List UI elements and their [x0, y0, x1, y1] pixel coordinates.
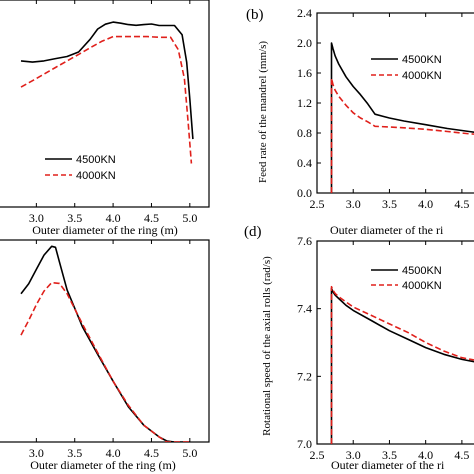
x-tick-label: 3.5: [382, 448, 397, 462]
series-line-a-4500kn: [20, 21, 194, 140]
legend-a-label-4000: 4000KN: [76, 170, 116, 182]
panel-a-legend: 4500KN 4000KN: [45, 154, 116, 182]
x-tick-label: 4.5: [454, 197, 469, 211]
x-tick-label: 2.5: [310, 448, 325, 462]
x-tick-label: 3.5: [67, 446, 82, 460]
series-line-b-4000kn: [330, 77, 474, 193]
x-tick-label: 4.5: [144, 211, 159, 225]
y-tick-label: 2.0: [297, 36, 312, 50]
panel-c-xticks: 3.0 3.5 4.0 4.5 5.0: [29, 240, 197, 460]
y-tick-label: 0.0: [297, 186, 312, 200]
panel-b: (b) 2.5 3.0 3.5 4.0 4.5 0.00.40.81.21.62.02.…: [246, 6, 474, 237]
panel-b-yticks: 0.0 0.4 0.8 1.2 1.6 2.0 2.4: [297, 6, 321, 200]
panel-c-plot: [0, 239, 210, 443]
panel-d-ylabel: Rotational speed of the axial rolls (rad…: [261, 256, 273, 436]
panel-b-plot: [316, 12, 474, 194]
panel-b-ylabel: Feed rate of the mandrel (mm/s): [257, 41, 269, 183]
panel-b-xlabel: Outer diameter of the ri: [330, 223, 444, 237]
x-tick-label: 5.0: [182, 446, 197, 460]
x-tick-label: 3.0: [346, 448, 361, 462]
panel-a-xticks: 3.0 3.5 4.0 4.5 5.0: [29, 0, 197, 225]
x-tick-label: 4.0: [418, 197, 433, 211]
x-tick-label: 3.0: [29, 211, 44, 225]
panel-d-frame: [316, 240, 474, 445]
panel-b-label: (b): [246, 7, 264, 23]
panel-d-plot: [316, 240, 474, 445]
legend-d-label-4000: 4000KN: [402, 280, 442, 292]
panel-b-legend: 4500KN 4000KN: [371, 54, 442, 82]
x-tick-label: 4.0: [418, 448, 433, 462]
series-line-b-4500kn: [330, 42, 474, 193]
legend-b-label-4000: 4000KN: [402, 70, 442, 82]
y-tick-label: 0.4: [297, 156, 312, 170]
x-tick-label: 4.0: [106, 446, 121, 460]
panel-a-plot: [0, 0, 210, 208]
x-tick-label: 3.0: [29, 446, 44, 460]
series-line-a-4000kn: [20, 35, 193, 164]
panel-d-xlabel: Outer diameter of the ri: [331, 458, 445, 472]
series-line-c-4500kn: [20, 245, 190, 442]
x-tick-label: 4.5: [144, 446, 159, 460]
x-tick-label: 3.5: [382, 197, 397, 211]
panel-c: 3.0 3.5 4.0 4.5 5.0 Outer diameter of the ri…: [0, 239, 210, 472]
panel-a: 3.0 3.5 4.0 4.5 5.0 Outer diameter of the ri…: [0, 0, 210, 237]
legend-a-label-4500: 4500KN: [76, 154, 116, 166]
panel-a-xlabel: Outer diameter of the ring (m): [32, 223, 178, 237]
x-tick-label: 3.0: [346, 197, 361, 211]
panel-d-xticks: 2.5 3.0 3.5 4.0 4.5: [310, 241, 469, 462]
series-line-c-4000kn: [20, 281, 190, 442]
series-line-d-4500kn: [330, 287, 474, 444]
panel-c-frame: [0, 239, 210, 443]
panel-d-legend: 4500KN 4000KN: [371, 265, 442, 292]
y-tick-label: 7.6: [297, 234, 312, 248]
panel-c-xlabel: Outer diameter of the ring (m): [30, 458, 176, 472]
legend-d-label-4500: 4500KN: [402, 265, 442, 277]
y-tick-label: 7.0: [297, 437, 312, 451]
x-tick-label: 4.5: [454, 448, 469, 462]
x-tick-label: 3.5: [67, 211, 82, 225]
panel-b-xticks: 2.5 3.0 3.5 4.0 4.5: [310, 13, 469, 211]
y-tick-label: 7.4: [297, 302, 312, 316]
panel-d-label: (d): [244, 224, 262, 240]
panel-d: (d) 2.5 3.0 3.5 4.0 4.5 7.0 7.2 7.4 7.6 Rotatio…: [244, 224, 474, 472]
panel-a-frame: [0, 0, 210, 208]
x-tick-label: 4.0: [106, 211, 121, 225]
y-tick-label: 0.8: [297, 126, 312, 140]
x-tick-label: 5.0: [182, 211, 197, 225]
legend-b-label-4500: 4500KN: [402, 54, 442, 66]
panel-b-frame: [316, 12, 474, 194]
y-tick-label: 1.6: [297, 66, 312, 80]
panel-d-yticks: 7.0 7.2 7.4 7.6: [297, 234, 321, 451]
y-tick-label: 1.2: [297, 96, 312, 110]
y-tick-label: 2.4: [297, 6, 312, 20]
x-tick-label: 2.5: [310, 197, 325, 211]
y-tick-label: 7.2: [297, 369, 312, 383]
